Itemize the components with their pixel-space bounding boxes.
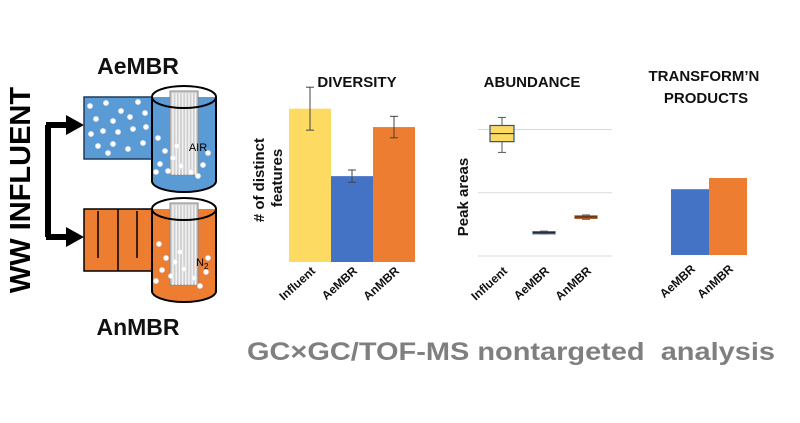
bubble <box>197 283 203 289</box>
category-label: Influent <box>468 264 510 303</box>
bubble <box>130 126 136 132</box>
bubble <box>200 162 206 168</box>
bubble <box>100 128 106 134</box>
category-label: AnMBR <box>694 262 736 302</box>
bubble <box>178 163 184 169</box>
diversity-bar <box>373 127 415 262</box>
influent-flow-arrows <box>45 115 84 247</box>
anaerobic-membrane-bubbles <box>153 241 211 289</box>
abundance-chart: ABUNDANCE Peak areas Influent AeMBR AnMBR <box>455 74 612 303</box>
bubble <box>162 148 168 154</box>
abundance-category-labels: Influent AeMBR AnMBR <box>468 264 594 304</box>
category-label: AeMBR <box>657 262 698 301</box>
diversity-marks <box>289 86 415 263</box>
bubble <box>205 150 211 156</box>
bubble <box>195 173 201 179</box>
diversity-ylabel: # of distinct features <box>251 134 286 222</box>
bubble <box>191 275 197 281</box>
bubble <box>172 259 178 265</box>
bubble <box>163 255 169 261</box>
anaerobic-tank <box>83 208 153 272</box>
bubble <box>95 143 101 149</box>
bubble <box>155 135 161 141</box>
bubble <box>203 269 209 275</box>
method-footer: GC×GC/TOF-MS nontargeted analysis <box>247 338 775 366</box>
bubble <box>156 241 162 247</box>
bubble <box>127 114 133 120</box>
anmbr-label: AnMBR <box>96 314 179 340</box>
transformation-bar <box>709 178 747 255</box>
bubble <box>142 110 148 116</box>
arrow-head-top <box>66 115 84 135</box>
diversity-category-labels: Influent AeMBR AnMBR <box>276 264 402 304</box>
transformation-bar <box>671 189 709 255</box>
anaerobic-gas-label: N2 <box>196 257 209 271</box>
bubble <box>140 140 146 146</box>
transformation-marks <box>671 178 747 255</box>
bubble <box>105 150 111 156</box>
diversity-bar <box>289 108 331 263</box>
bubble <box>159 267 165 273</box>
bubble <box>93 116 99 122</box>
aerobic-membrane-bubbles <box>153 135 211 179</box>
aerobic-gas-label: AIR <box>189 142 207 154</box>
transformation-title: TRANSFORM’N PRODUCTS <box>649 68 764 107</box>
aerobic-tank <box>83 96 153 160</box>
category-label: AnMBR <box>360 264 402 304</box>
bubble <box>181 266 187 272</box>
diversity-bar <box>331 176 373 262</box>
category-label: AeMBR <box>511 264 552 303</box>
bubble <box>125 146 131 152</box>
bubble <box>110 118 116 124</box>
bubble <box>135 99 141 105</box>
aerobic-membrane-module: AIR <box>151 85 217 193</box>
bubble <box>118 108 124 114</box>
bubble <box>115 129 121 135</box>
bubble <box>143 124 149 130</box>
bubble <box>88 131 94 137</box>
bubble <box>174 143 180 149</box>
bubble <box>87 103 93 109</box>
aerobic-bubbles <box>87 99 149 156</box>
anaerobic-membrane-module: N2 <box>151 197 217 303</box>
bubble <box>153 278 159 284</box>
bubble <box>103 100 109 106</box>
abundance-gridlines <box>478 129 612 257</box>
bubble <box>110 141 116 147</box>
bubble <box>170 155 176 161</box>
bubble <box>165 168 171 174</box>
bubble <box>205 255 211 261</box>
diversity-chart: DIVERSITY # of distinct features Influen… <box>251 74 415 303</box>
bubble <box>157 161 163 167</box>
category-label: AeMBR <box>319 264 360 303</box>
abundance-title: ABUNDANCE <box>484 74 581 91</box>
diversity-title: DIVERSITY <box>317 74 396 91</box>
arrow-head-bottom <box>66 227 84 247</box>
bubble <box>168 273 174 279</box>
abundance-marks <box>489 116 598 235</box>
bubble <box>153 169 159 175</box>
ww-influent-label: WW INFLUENT <box>5 87 37 293</box>
bubble <box>188 169 194 175</box>
category-label: AnMBR <box>552 264 594 304</box>
category-label: Influent <box>276 264 318 303</box>
bubble <box>177 249 183 255</box>
aembr-label: AeMBR <box>97 53 179 79</box>
abundance-ylabel: Peak areas <box>455 158 472 236</box>
